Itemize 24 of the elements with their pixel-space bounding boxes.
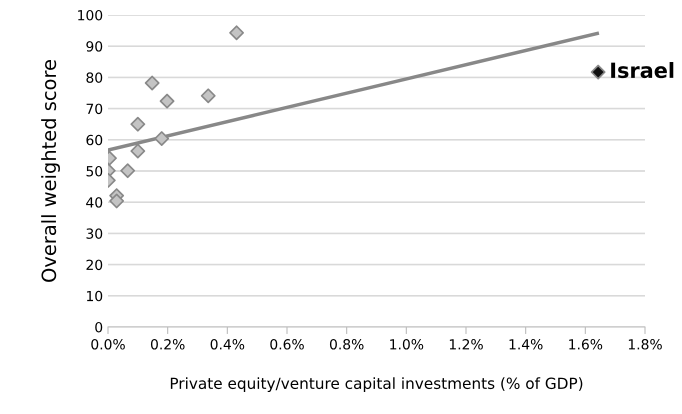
y-tick-label: 90 <box>86 41 102 52</box>
y-tick-label: 0 <box>95 322 102 332</box>
x-tick-label: 0.8% <box>330 339 364 350</box>
y-tick-label: 30 <box>86 228 102 239</box>
x-tick-label: 0.6% <box>270 339 304 350</box>
y-tick-label: 100 <box>78 10 102 20</box>
x-tick-label: 0.0% <box>91 339 125 350</box>
y-tick-label: 40 <box>86 197 102 208</box>
y-tick-label: 50 <box>86 166 102 176</box>
y-tick-label: 10 <box>86 290 102 302</box>
y-tick-label: 70 <box>86 104 102 114</box>
x-tick-label: 1.0% <box>390 339 424 350</box>
x-tick-label: 1.6% <box>569 339 602 350</box>
x-axis-title: Private equity/venture capital investments (% of GDP) <box>170 377 582 392</box>
y-tick-label: 80 <box>86 72 102 83</box>
y-axis-title: Overall weighted score <box>41 60 60 282</box>
y-tick-label: 60 <box>86 134 102 146</box>
annotation: Israel <box>611 62 674 78</box>
x-tick-label: 0.2% <box>150 339 185 350</box>
x-tick-label: 1.8% <box>628 339 662 350</box>
y-tick-label: 20 <box>86 260 102 270</box>
x-tick-label: 1.2% <box>450 339 483 350</box>
x-tick-label: 0.4% <box>210 339 244 350</box>
x-tick-label: 1.4% <box>510 339 543 350</box>
